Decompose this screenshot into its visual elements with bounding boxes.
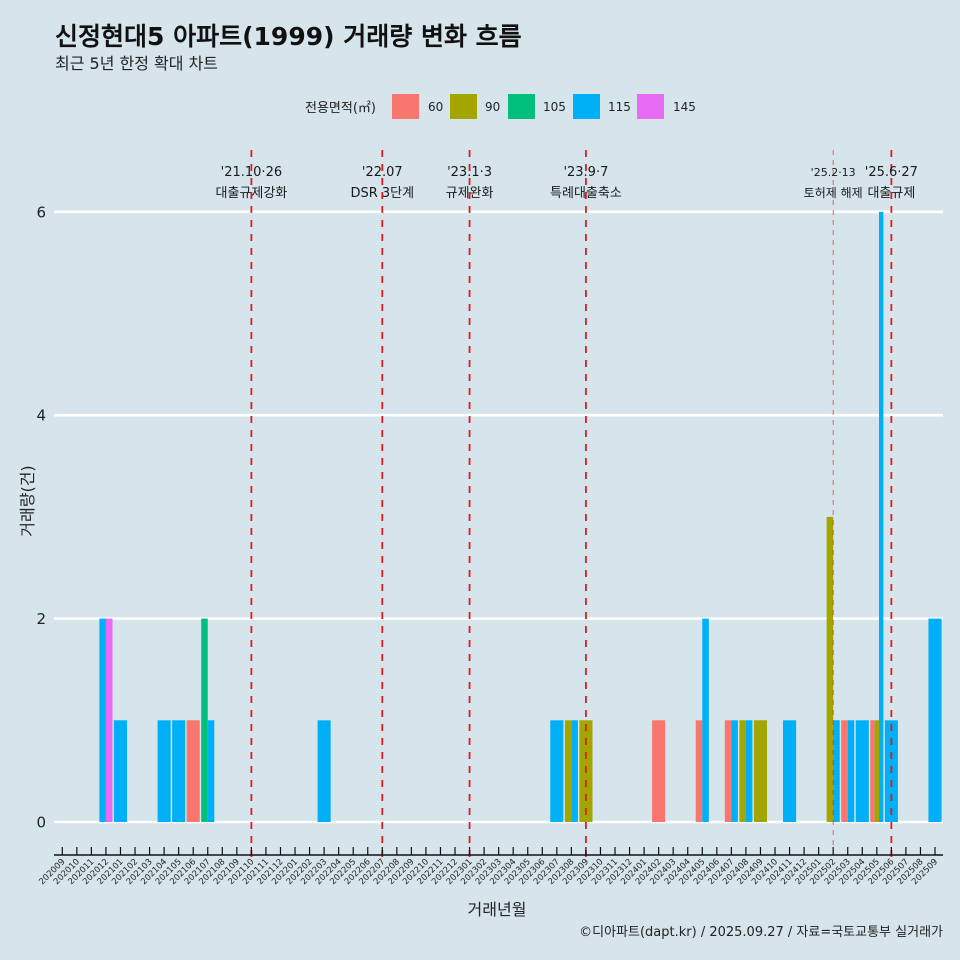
annotation-label: 대출규제강화 [216,186,288,201]
bar-202504-115 [855,720,869,822]
bar-202307-115 [550,720,564,822]
legend-swatch-115 [573,94,600,119]
legend-label-90: 90 [485,100,500,114]
bar-202203-115 [317,720,331,822]
bar-202012-115 [99,618,106,822]
bar-202101-115 [113,720,128,822]
annotation-date: '21.10·26 [221,165,282,180]
bar-202308-115 [571,720,578,822]
bar-202107-105 [201,618,208,822]
bar-202502-90 [826,516,834,822]
bar-202104-115 [157,720,171,822]
bar-202407-115 [731,720,738,822]
bar-202505-115 [879,211,884,823]
annotation-date: '23.9·7 [563,165,608,180]
y-axis-title: 거래량(건) [18,465,37,536]
bar-202308-90 [564,720,572,822]
bar-202505-60 [870,720,875,822]
annotation-lines [250,150,893,858]
legend-title: 전용면적(㎡) [305,101,376,116]
legend-swatch-60 [392,94,419,119]
annotation-labels: '21.10·26 대출규제강화 '22.07 DSR 3단계 '23.1·3 규제완화 '… [216,165,918,201]
bar-202503-115 [847,720,855,822]
annotation-date: '22.07 [362,165,403,180]
y-tick-label: 4 [36,407,46,425]
annotation-label: 특례대출축소 [550,186,622,201]
annotation-label: DSR 3단계 [350,186,414,201]
annotation-date: '25.2·13 [811,166,856,179]
legend-label-60: 60 [428,100,443,114]
bar-202407-60 [724,720,732,822]
annotation-date: '25.6·27 [865,165,918,180]
legend: 전용면적(㎡) 60 90 105 115 145 [305,94,696,119]
bar-202012-145 [105,618,113,822]
y-axis: 0 2 4 6 [36,203,46,831]
legend-label-145: 145 [673,100,696,114]
bar-202408-90 [739,720,746,822]
legend-label-115: 115 [608,100,631,114]
chart-title: 신정현대5 아파트(1999) 거래량 변화 흐름 [55,22,522,51]
y-tick-label: 2 [36,610,46,628]
bar-202107-115 [207,720,215,822]
bar-202405-115 [702,618,709,822]
x-axis-title: 거래년월 [468,900,527,919]
annotation-label: 대출규제 [867,186,915,201]
bar-202502-115 [833,720,840,822]
annotation-date: '23.1·3 [447,165,492,180]
chart-subtitle: 최근 5년 한정 확대 차트 [55,54,218,73]
legend-swatch-90 [450,94,477,119]
legend-swatch-145 [637,94,664,119]
chart-caption: ©디아파트(dapt.kr) / 2025.09.27 / 자료=국토교통부 실… [579,925,943,940]
bar-202408-115 [745,720,753,822]
annotation-label: 규제완화 [446,186,494,201]
annotation-label: 토허제 해제 [804,186,863,200]
legend-swatch-105 [508,94,535,119]
bar-202409-90 [753,720,768,822]
bar-202509-115 [928,618,942,822]
bar-202105-115 [172,720,186,822]
bar-202503-60 [841,720,848,822]
bar-202411-115 [783,720,797,822]
legend-label-105: 105 [543,100,566,114]
bar-202402-60 [652,720,666,822]
bar-202405-60 [695,720,703,822]
bar-202106-60 [186,720,200,822]
bars [99,211,942,823]
y-tick-label: 0 [36,814,46,832]
y-tick-label: 6 [36,203,46,221]
bar-202505-90 [874,720,880,822]
